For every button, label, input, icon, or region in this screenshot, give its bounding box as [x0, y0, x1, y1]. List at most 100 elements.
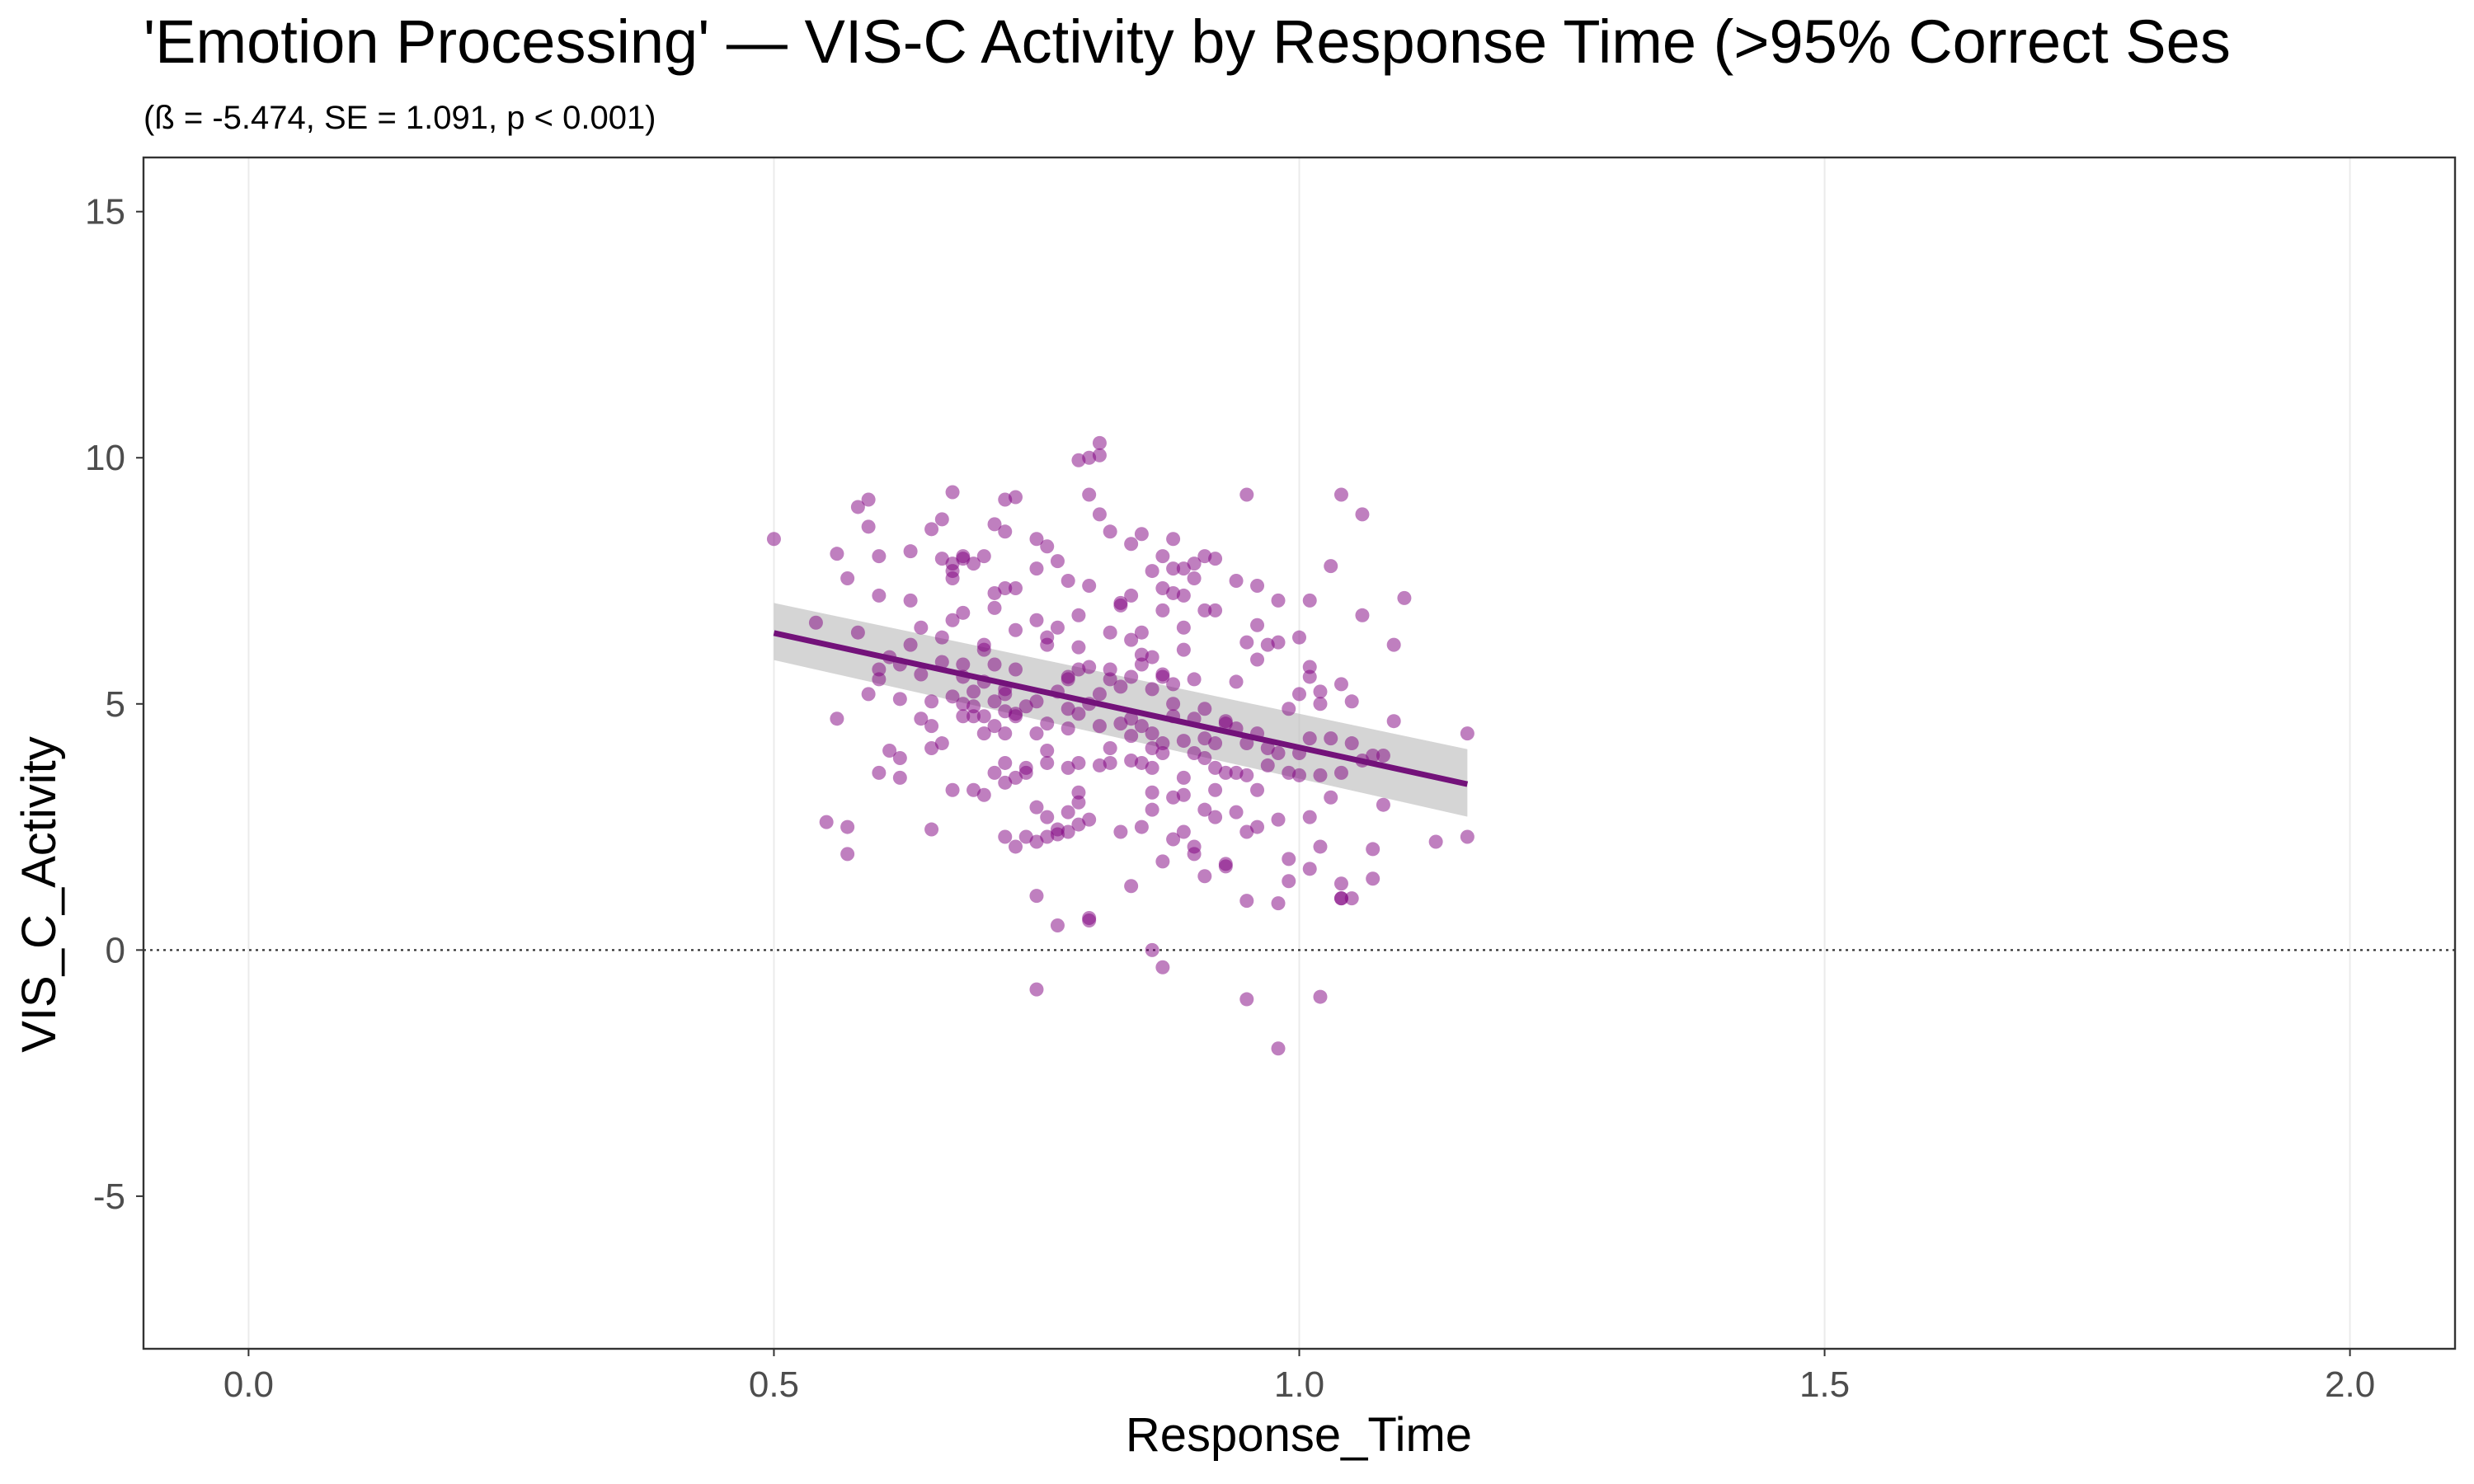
data-point-176 [1145, 741, 1159, 756]
data-point-261 [1282, 702, 1296, 716]
x-tick-label-1: 0.5 [749, 1364, 799, 1405]
data-point-190 [1155, 549, 1170, 564]
data-point-110 [1040, 716, 1055, 731]
data-point-198 [1166, 832, 1181, 847]
data-point-205 [1176, 824, 1191, 839]
data-point-262 [1282, 765, 1296, 780]
data-point-55 [967, 699, 981, 714]
data-point-140 [1082, 812, 1097, 827]
data-point-301 [1386, 637, 1401, 652]
data-point-46 [945, 485, 960, 500]
data-point-109 [1040, 810, 1055, 824]
data-point-132 [1071, 662, 1086, 677]
data-point-6 [840, 571, 855, 586]
data-point-181 [1145, 564, 1159, 579]
data-point-243 [1239, 824, 1254, 839]
data-point-216 [1197, 549, 1212, 564]
data-point-289 [1344, 694, 1359, 709]
data-point-175 [1145, 650, 1159, 665]
data-point-26 [903, 637, 918, 652]
data-point-257 [1271, 746, 1286, 760]
y-tick-label-2: 5 [106, 684, 125, 725]
data-point-143 [1092, 435, 1107, 450]
data-point-133 [1071, 707, 1086, 721]
data-point-158 [1113, 716, 1128, 731]
data-point-98 [1029, 694, 1044, 709]
data-point-197 [1166, 790, 1181, 805]
data-point-304 [1460, 726, 1475, 741]
data-point-282 [1324, 790, 1338, 805]
data-point-302 [1397, 590, 1412, 605]
data-point-150 [1103, 755, 1117, 770]
data-point-170 [1134, 755, 1149, 770]
data-point-259 [1271, 896, 1286, 911]
data-point-256 [1271, 635, 1286, 650]
data-point-57 [967, 709, 981, 724]
data-point-211 [1187, 672, 1202, 687]
data-point-70 [987, 719, 1002, 734]
data-point-128 [1071, 795, 1086, 810]
data-point-29 [914, 667, 929, 682]
data-point-281 [1324, 731, 1338, 746]
data-point-5 [840, 847, 855, 862]
data-point-71 [987, 694, 1002, 709]
x-tick-label-0: 0.0 [223, 1364, 274, 1405]
data-point-152 [1103, 524, 1117, 539]
data-point-174 [1134, 719, 1149, 734]
data-point-305 [1460, 829, 1475, 844]
data-point-265 [1292, 630, 1306, 645]
data-point-130 [1071, 755, 1086, 770]
data-point-292 [1355, 507, 1370, 522]
data-point-147 [1092, 758, 1107, 773]
data-point-268 [1292, 768, 1306, 782]
data-point-65 [976, 787, 991, 802]
data-points [766, 435, 1475, 1056]
data-point-182 [1145, 682, 1159, 697]
data-point-19 [882, 744, 897, 758]
data-point-252 [1260, 637, 1275, 652]
data-point-9 [850, 500, 865, 514]
data-point-86 [1008, 662, 1023, 677]
data-point-168 [1134, 647, 1149, 662]
data-point-279 [1313, 989, 1328, 1004]
data-point-285 [1333, 876, 1348, 891]
data-point-35 [934, 552, 949, 566]
data-point-274 [1302, 862, 1317, 876]
data-point-127 [1071, 785, 1086, 800]
data-point-99 [1029, 726, 1044, 741]
data-point-235 [1229, 674, 1244, 689]
data-point-45 [945, 613, 960, 627]
data-point-144 [1092, 448, 1107, 463]
data-point-209 [1187, 556, 1202, 571]
data-point-177 [1145, 760, 1159, 775]
y-axis-ticks: -5 0 5 10 15 [85, 192, 143, 1217]
data-point-1 [808, 615, 823, 630]
data-point-260 [1271, 1041, 1286, 1056]
data-point-123 [1061, 805, 1075, 819]
data-point-3 [830, 547, 844, 561]
data-point-240 [1239, 635, 1254, 650]
data-point-254 [1260, 758, 1275, 773]
y-axis-title: VIS_C_Activity [12, 736, 66, 1053]
data-point-121 [1061, 721, 1075, 736]
data-point-56 [967, 782, 981, 797]
data-point-61 [976, 726, 991, 741]
data-point-100 [1029, 800, 1044, 815]
data-point-300 [1386, 714, 1401, 729]
chart-title: 'Emotion Processing' — VIS-C Activity by… [143, 7, 2231, 76]
data-point-80 [998, 755, 1013, 770]
data-point-238 [1229, 805, 1244, 819]
data-point-50 [956, 709, 971, 724]
data-point-163 [1124, 711, 1139, 726]
data-point-72 [987, 765, 1002, 780]
data-point-112 [1050, 620, 1065, 635]
data-point-107 [1040, 755, 1055, 770]
data-point-103 [1029, 982, 1044, 997]
data-point-226 [1208, 810, 1223, 824]
data-point-228 [1208, 603, 1223, 618]
data-point-230 [1218, 716, 1233, 731]
data-point-271 [1302, 669, 1317, 684]
data-point-251 [1250, 819, 1265, 834]
data-point-234 [1229, 574, 1244, 589]
data-point-223 [1208, 552, 1223, 566]
